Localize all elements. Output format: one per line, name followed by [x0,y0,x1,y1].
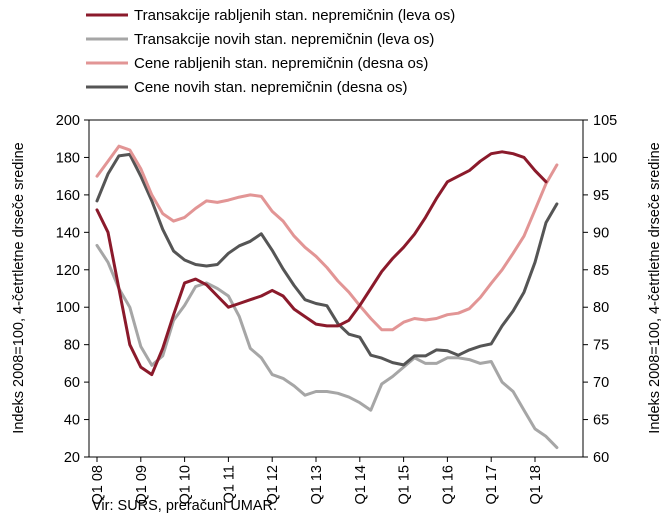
right-tick-label: 60 [593,450,609,466]
left-tick-label: 60 [64,375,80,391]
left-tick-label: 100 [56,300,80,316]
left-tick-label: 200 [56,113,80,129]
left-axis-title: Indeks 2008=100, 4-četrtletne drseče sre… [11,142,27,433]
x-tick-label: Q1 08 [90,465,106,505]
left-tick-label: 80 [64,338,80,354]
right-tick-label: 70 [593,375,609,391]
left-tick-label: 140 [56,225,80,241]
right-tick-label: 100 [593,150,617,166]
x-tick-label: Q1 11 [221,465,237,503]
legend-label-1: Transakcije rabljenih stan. nepremičnin … [134,7,455,24]
series-line-4 [95,152,559,367]
right-tick-label: 105 [593,113,617,129]
x-tick-label: Q1 18 [528,465,544,505]
left-tick-label: 180 [56,150,80,166]
plot-frame [88,119,584,458]
legend-label-2: Transakcije novih stan. nepremičnin (lev… [134,31,434,48]
x-tick-label: Q1 13 [309,465,325,505]
legend: Transakcije rabljenih stan. nepremičnin … [86,7,455,96]
series-line-3 [95,144,559,332]
source-note: Vir: SURS, preračuni UMAR. [92,498,277,514]
series-lines [95,144,559,450]
x-tick-label: Q1 17 [484,465,500,505]
series-line-1 [95,150,548,377]
left-tick-label: 160 [56,188,80,204]
left-tick-label: 40 [64,413,80,429]
right-axis-title: Indeks 2008=100, 4-četrtletne drseče sre… [647,142,663,433]
legend-label-4: Cene novih stan. nepremičnin (desna os) [134,79,408,96]
left-tick-label: 20 [64,450,80,466]
right-tick-label: 90 [593,225,609,241]
x-tick-label: Q1 09 [134,465,150,505]
right-axis-ticks: 60 65 70 75 80 85 90 95 100 105 [583,113,617,466]
legend-label-3: Cene rabljenih stan. nepremičnin (desna … [134,55,428,72]
series-line-2 [95,243,559,450]
x-tick-label: Q1 16 [440,465,456,505]
right-tick-label: 75 [593,338,609,354]
left-axis-ticks: 20 40 60 80 100 120 140 160 180 200 [56,113,89,466]
left-tick-label: 120 [56,263,80,279]
x-tick-label: Q1 14 [353,465,369,505]
x-tick-label: Q1 15 [397,465,413,505]
x-tick-label: Q1 12 [265,465,281,505]
right-tick-label: 65 [593,413,609,429]
right-tick-label: 95 [593,188,609,204]
x-axis-ticks: Q1 08 Q1 09 Q1 10 Q1 11 Q1 12 Q1 13 Q1 14 Q1 15… [90,457,544,505]
x-tick-label: Q1 10 [178,465,194,505]
right-tick-label: 85 [593,263,609,279]
right-tick-label: 80 [593,300,609,316]
